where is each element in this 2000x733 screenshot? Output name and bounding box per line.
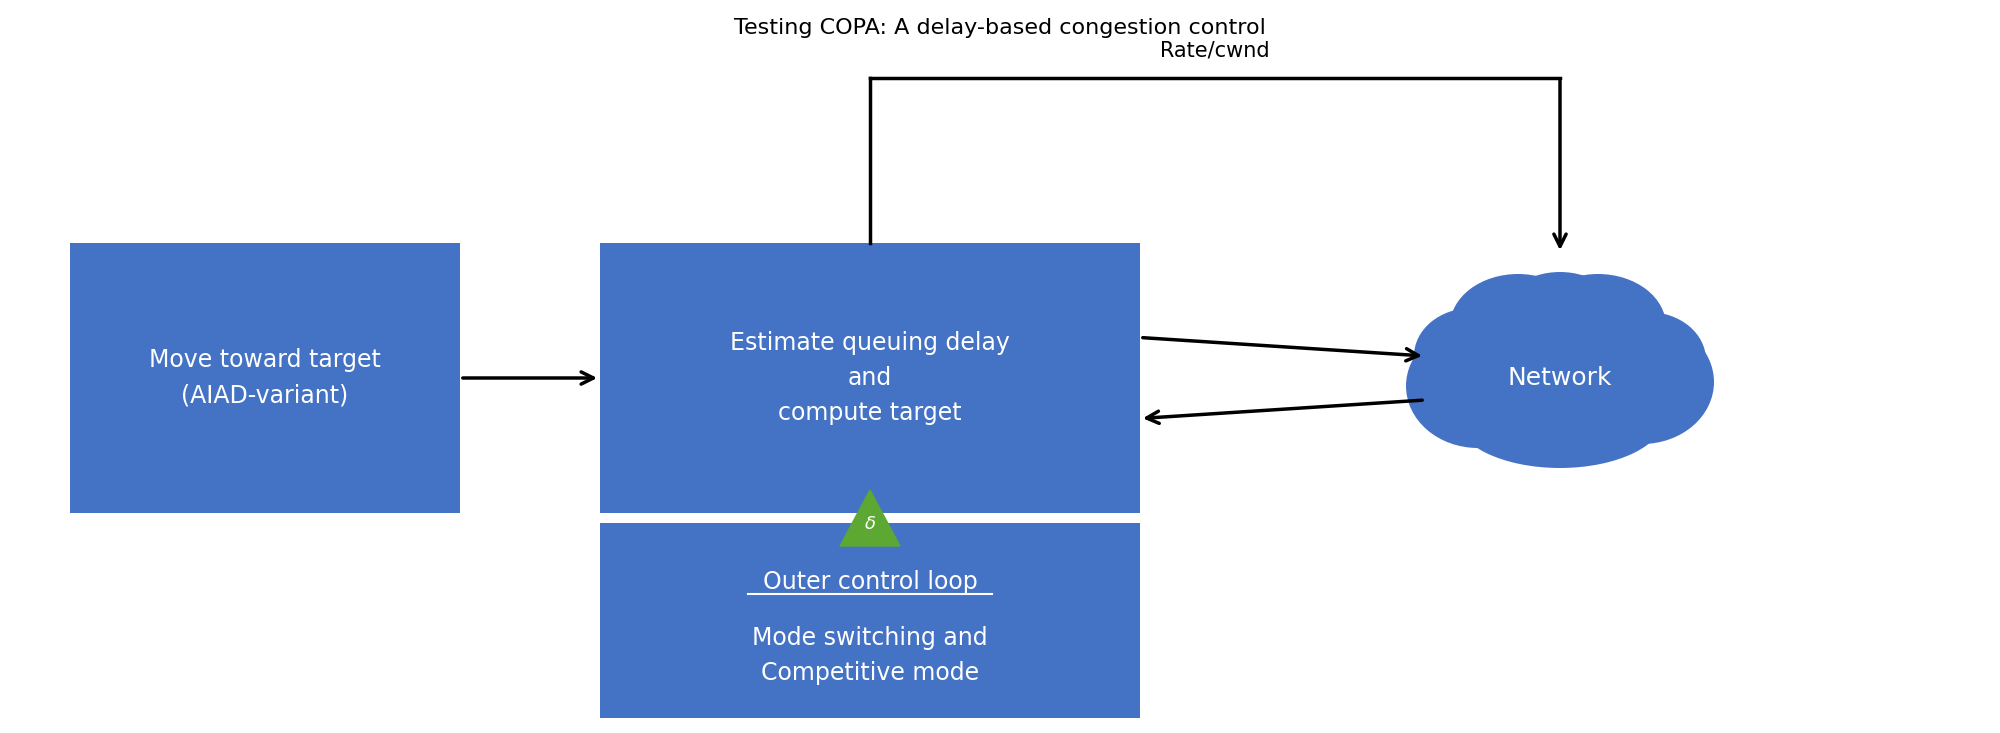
Ellipse shape — [1414, 308, 1530, 404]
Ellipse shape — [1570, 320, 1714, 444]
Ellipse shape — [1406, 324, 1550, 448]
Ellipse shape — [1498, 272, 1622, 368]
FancyBboxPatch shape — [600, 243, 1140, 513]
Text: Mode switching and
Competitive mode: Mode switching and Competitive mode — [752, 626, 988, 685]
Ellipse shape — [1530, 274, 1666, 378]
Text: δ: δ — [864, 515, 876, 533]
Text: Estimate queuing delay
and
compute target: Estimate queuing delay and compute targe… — [730, 331, 1010, 425]
FancyBboxPatch shape — [70, 243, 460, 513]
Ellipse shape — [1590, 312, 1706, 408]
Text: Rate/cwnd: Rate/cwnd — [1160, 40, 1270, 60]
Ellipse shape — [1456, 364, 1664, 468]
Text: Network: Network — [1508, 366, 1612, 390]
FancyBboxPatch shape — [600, 523, 1140, 718]
Ellipse shape — [1450, 274, 1586, 378]
Text: Testing COPA: A delay-based congestion control: Testing COPA: A delay-based congestion c… — [734, 18, 1266, 38]
Polygon shape — [840, 490, 900, 546]
Text: Move toward target
(AIAD-variant): Move toward target (AIAD-variant) — [150, 348, 380, 408]
Ellipse shape — [1444, 296, 1676, 460]
Text: Outer control loop: Outer control loop — [762, 570, 978, 594]
